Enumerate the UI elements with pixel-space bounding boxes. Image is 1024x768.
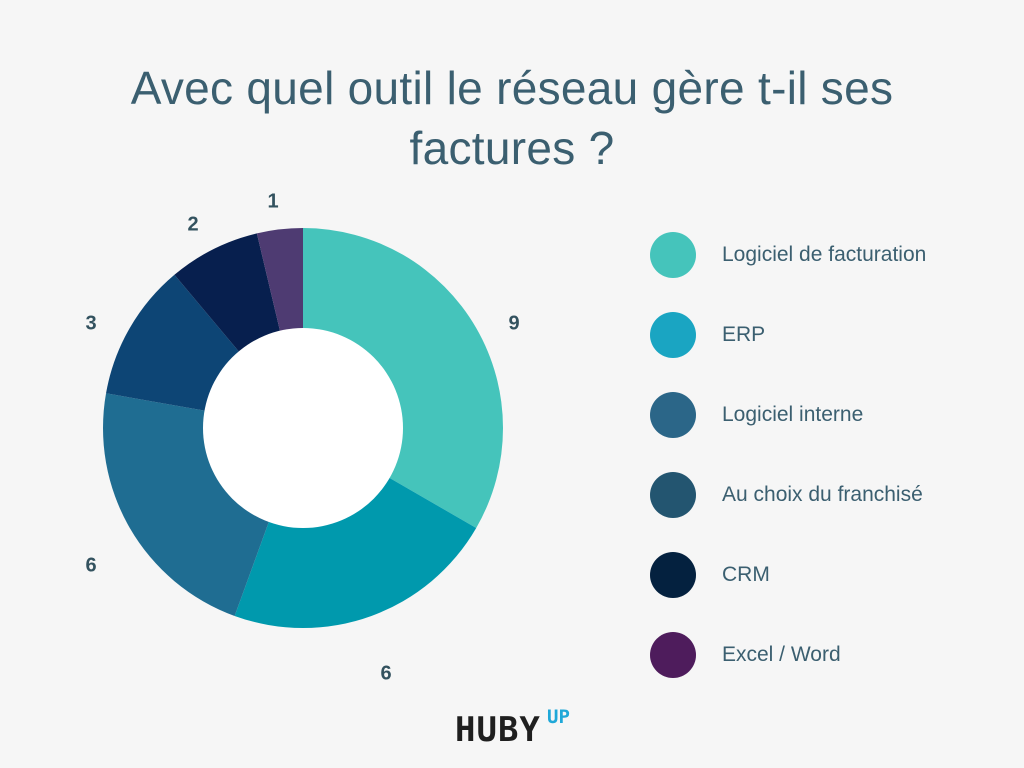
legend-item-excel-word: Excel / Word (650, 632, 990, 680)
legend-swatch (650, 552, 696, 598)
data-label-3: 6 (85, 554, 96, 576)
legend-item-erp: ERP (650, 312, 990, 360)
legend-label: ERP (722, 323, 766, 346)
legend-swatch (650, 392, 696, 438)
legend-swatch (650, 632, 696, 678)
data-labels: 9 6 6 3 2 1 (85, 190, 519, 684)
data-label-6: 1 (267, 190, 278, 212)
legend-item-crm: CRM (650, 552, 990, 600)
donut-hole (203, 328, 403, 528)
legend-item-logiciel-interne: Logiciel interne (650, 392, 990, 440)
chart-title: Avec quel outil le réseau gère t-il ses … (130, 62, 894, 174)
legend-item-logiciel-de-facturation: Logiciel de facturation (650, 232, 990, 280)
logo-main-text: HUBY (455, 710, 541, 750)
data-label-1: 9 (508, 312, 519, 334)
legend-swatch (650, 232, 696, 278)
legend-label: Logiciel de facturation (722, 243, 927, 266)
legend-label: CRM (722, 563, 770, 586)
data-label-4: 3 (85, 312, 96, 334)
legend-item-au-choix-du-franchise: Au choix du franchisé (650, 472, 990, 520)
legend-label: Au choix du franchisé (722, 483, 923, 506)
data-label-2: 6 (380, 662, 391, 684)
legend-label: Logiciel interne (722, 403, 864, 426)
legend-swatch (650, 472, 696, 518)
data-label-5: 2 (187, 213, 198, 235)
legend-label: Excel / Word (722, 643, 841, 666)
logo-superscript-text: UP (547, 706, 570, 728)
legend-swatch (650, 312, 696, 358)
